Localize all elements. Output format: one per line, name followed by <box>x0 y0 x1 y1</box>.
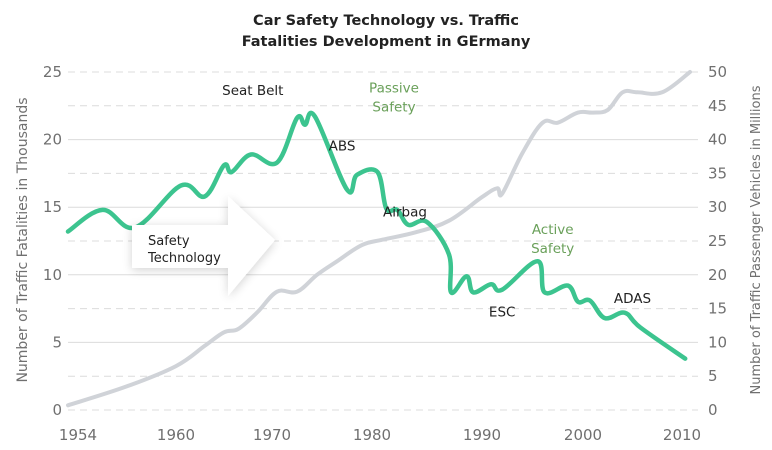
annotation-line: Safety <box>372 99 415 115</box>
y2-tick-label: 0 <box>708 401 718 419</box>
y2-tick-label: 50 <box>708 63 727 81</box>
x-tick-label: 1990 <box>463 426 501 444</box>
y2-tick-label: 20 <box>708 266 727 284</box>
chart-title-line-1: Car Safety Technology vs. Traffic <box>253 13 519 29</box>
y-tick-label: 5 <box>52 333 62 351</box>
y2-tick-label: 5 <box>708 367 718 385</box>
x-tick-label: 2000 <box>564 426 602 444</box>
annotation-active-safety: Active Safety <box>531 222 574 257</box>
y2-tick-label: 40 <box>708 131 727 149</box>
y-tick-label: 0 <box>52 401 62 419</box>
callout-text-line-2: Technology <box>147 251 221 266</box>
chart-title-line-2: Fatalities Development in GErmany <box>242 34 531 50</box>
y-axis-left-ticks: 0 5 10 15 20 25 <box>43 63 62 419</box>
y2-tick-label: 10 <box>708 333 727 351</box>
x-axis-ticks: 1954 1960 1970 1980 1990 2000 2010 <box>59 426 701 444</box>
annotation-line: Active <box>532 222 574 238</box>
y-tick-label: 25 <box>43 63 62 81</box>
annotation-passive-safety: Passive Safety <box>369 80 419 115</box>
y-tick-label: 20 <box>43 131 62 149</box>
series-layer <box>65 70 692 408</box>
y-axis-right-ticks: 0 5 10 15 20 25 30 35 40 45 50 <box>708 63 727 419</box>
y2-tick-label: 30 <box>708 198 727 216</box>
x-tick-label: 1960 <box>157 426 195 444</box>
chart-title: Car Safety Technology vs. Traffic Fatali… <box>242 13 531 50</box>
x-tick-label: 1954 <box>59 426 97 444</box>
y2-tick-label: 45 <box>708 97 727 115</box>
annotation-esc: ESC <box>489 305 516 321</box>
y-axis-right-label: Number of Traffic Passenger Vehicles in … <box>749 85 764 394</box>
fatalities-line <box>65 110 688 361</box>
x-tick-label: 2010 <box>663 426 701 444</box>
callout-arrow-shape <box>132 196 275 296</box>
y2-tick-label: 35 <box>708 164 727 182</box>
annotations: Seat BeltABSAirbagESCADASPassiveSafetyAc… <box>222 80 651 320</box>
annotation-airbag: Airbag <box>383 205 427 221</box>
annotation-seat-belt: Seat Belt <box>222 83 283 99</box>
y-tick-label: 10 <box>43 266 62 284</box>
y2-tick-label: 25 <box>708 232 727 250</box>
annotation-line: Safety <box>531 241 574 257</box>
y-tick-label: 15 <box>43 198 62 216</box>
annotation-abs: ABS <box>329 138 356 154</box>
x-tick-label: 1980 <box>353 426 391 444</box>
y2-tick-label: 15 <box>708 300 727 318</box>
x-tick-label: 1970 <box>253 426 291 444</box>
annotation-line: Passive <box>369 80 419 96</box>
annotation-adas: ADAS <box>614 291 651 307</box>
y-axis-left-label: Number of Traffic Fatalities in Thousand… <box>15 97 31 382</box>
callout-text-line-1: Safety <box>148 234 190 249</box>
safety-technology-callout: Safety Technology <box>132 196 275 296</box>
